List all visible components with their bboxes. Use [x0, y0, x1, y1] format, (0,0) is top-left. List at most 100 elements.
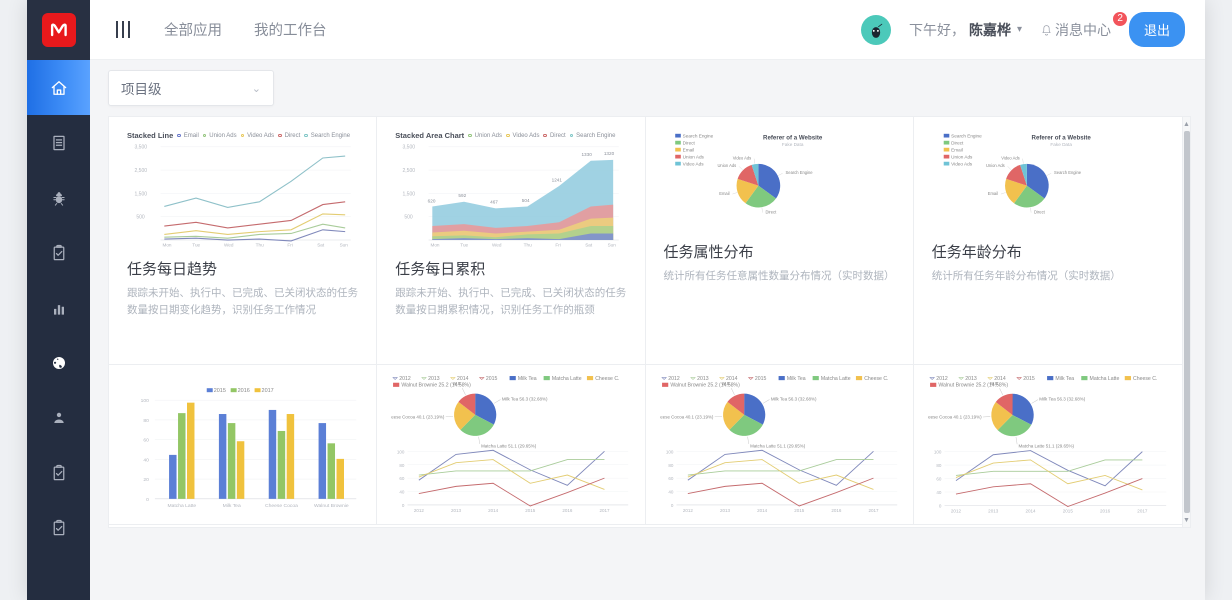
svg-text:W.B: W.B	[990, 381, 998, 386]
svg-text:Search Engine: Search Engine	[682, 134, 713, 139]
svg-text:0: 0	[670, 503, 673, 508]
svg-text:2013: 2013	[428, 376, 440, 382]
svg-text:40: 40	[936, 490, 942, 495]
svg-text:Email: Email	[719, 191, 729, 196]
svg-text:Video Ads: Video Ads	[1001, 155, 1019, 160]
svg-text:Fake Data: Fake Data	[781, 142, 803, 147]
svg-text:Matcha Latte: Matcha Latte	[552, 376, 582, 382]
svg-text:100: 100	[141, 398, 150, 404]
svg-text:2,500: 2,500	[403, 168, 416, 174]
svg-text:Search Engine: Search Engine	[785, 170, 813, 175]
svg-text:Search Engine: Search Engine	[951, 134, 982, 139]
svg-text:Tue: Tue	[192, 243, 200, 248]
svg-text:Wed: Wed	[224, 243, 234, 248]
svg-text:2016: 2016	[563, 508, 574, 513]
svg-text:1,500: 1,500	[403, 191, 416, 197]
svg-text:2015: 2015	[486, 376, 498, 382]
svg-text:1320: 1320	[604, 151, 615, 156]
svg-text:40: 40	[400, 490, 406, 495]
svg-text:W.B: W.B	[721, 381, 729, 386]
svg-text:2,500: 2,500	[134, 168, 147, 174]
svg-text:Milk Tea: Milk Tea	[518, 376, 537, 382]
svg-text:60: 60	[143, 438, 149, 444]
svg-text:2013: 2013	[697, 376, 709, 382]
svg-text:Direct: Direct	[951, 141, 964, 146]
svg-text:Cheese Cocoa 40.1 (23.19%): Cheese Cocoa 40.1 (23.19%)	[391, 415, 445, 420]
svg-text:1330: 1330	[582, 152, 593, 157]
svg-text:Sat: Sat	[317, 243, 325, 248]
svg-text:Sat: Sat	[585, 243, 593, 248]
svg-text:Mon: Mon	[162, 243, 171, 248]
svg-text:3,500: 3,500	[134, 145, 147, 151]
svg-text:Fake Data: Fake Data	[1050, 142, 1072, 147]
svg-text:Cheese C.: Cheese C.	[1133, 376, 1157, 382]
svg-text:620: 620	[428, 199, 436, 204]
svg-text:2016: 2016	[831, 508, 842, 513]
svg-text:2013: 2013	[719, 508, 730, 513]
svg-text:2012: 2012	[951, 509, 962, 514]
svg-text:2017: 2017	[1137, 509, 1148, 514]
svg-text:500: 500	[405, 215, 414, 221]
svg-text:Thu: Thu	[524, 243, 532, 248]
svg-text:Matcha Latte 51.1 (29.65%): Matcha Latte 51.1 (29.65%)	[1018, 444, 1074, 449]
svg-text:Direct: Direct	[1034, 209, 1046, 214]
svg-text:60: 60	[400, 476, 406, 481]
svg-text:Union Ads: Union Ads	[682, 155, 704, 160]
svg-text:Cheese Cocoa: Cheese Cocoa	[265, 503, 298, 509]
svg-text:Fri: Fri	[556, 243, 561, 248]
svg-text:Email: Email	[951, 148, 963, 153]
svg-text:592: 592	[459, 193, 467, 198]
svg-text:Fri: Fri	[287, 243, 292, 248]
svg-text:2016: 2016	[238, 388, 250, 394]
svg-text:Milk Tea 56.3 (32.68%): Milk Tea 56.3 (32.68%)	[502, 397, 548, 402]
svg-text:80: 80	[668, 463, 674, 468]
svg-text:2015: 2015	[1062, 509, 1073, 514]
svg-text:Video Ads: Video Ads	[732, 155, 750, 160]
svg-text:0: 0	[402, 503, 405, 508]
svg-text:2017: 2017	[600, 508, 611, 513]
svg-text:80: 80	[400, 463, 406, 468]
svg-text:Email: Email	[987, 191, 997, 196]
svg-text:Matcha Latte: Matcha Latte	[820, 376, 850, 382]
svg-text:2015: 2015	[214, 388, 226, 394]
svg-text:Milk Tea 56.3 (32.68%): Milk Tea 56.3 (32.68%)	[770, 397, 816, 402]
svg-text:Sun: Sun	[608, 243, 617, 248]
svg-text:60: 60	[936, 477, 942, 482]
svg-text:Cheese C.: Cheese C.	[595, 376, 619, 382]
svg-text:Mon: Mon	[431, 243, 440, 248]
svg-text:Matcha Latte 51.1 (29.65%): Matcha Latte 51.1 (29.65%)	[750, 443, 806, 448]
svg-text:Walnut Brownie: Walnut Brownie	[314, 503, 349, 509]
svg-text:100: 100	[934, 450, 942, 455]
svg-text:2013: 2013	[988, 509, 999, 514]
svg-text:2014: 2014	[757, 508, 768, 513]
svg-text:2013: 2013	[965, 376, 977, 382]
svg-text:Search Engine: Search Engine	[1054, 170, 1082, 175]
svg-text:1,500: 1,500	[134, 191, 147, 197]
svg-text:2012: 2012	[936, 376, 948, 382]
svg-text:Milk Tea: Milk Tea	[1055, 376, 1074, 382]
svg-text:Referer of a Website: Referer of a Website	[1031, 134, 1091, 141]
svg-text:40: 40	[668, 490, 674, 495]
svg-text:Video Ads: Video Ads	[951, 161, 973, 166]
svg-text:2015: 2015	[794, 508, 805, 513]
svg-text:60: 60	[668, 476, 674, 481]
svg-text:1241: 1241	[552, 177, 563, 182]
svg-text:100: 100	[397, 449, 405, 454]
svg-text:Union Ads: Union Ads	[986, 163, 1005, 168]
svg-text:Matcha Latte: Matcha Latte	[167, 503, 196, 509]
svg-text:Union Ads: Union Ads	[951, 155, 973, 160]
svg-text:Video Ads: Video Ads	[682, 161, 704, 166]
svg-text:Thu: Thu	[256, 243, 264, 248]
svg-text:2013: 2013	[451, 508, 462, 513]
svg-text:Cheese C.: Cheese C.	[864, 376, 888, 382]
svg-text:2014: 2014	[1025, 509, 1036, 514]
svg-text:2012: 2012	[400, 376, 412, 382]
svg-text:Milk Tea: Milk Tea	[786, 376, 805, 382]
svg-text:Wed: Wed	[492, 243, 502, 248]
svg-text:2015: 2015	[525, 508, 536, 513]
svg-text:3,500: 3,500	[403, 145, 416, 151]
svg-text:Referer of a Website: Referer of a Website	[763, 134, 823, 141]
svg-text:504: 504	[522, 198, 530, 203]
svg-text:80: 80	[936, 463, 942, 468]
svg-text:Milk Tea 56.3 (32.68%): Milk Tea 56.3 (32.68%)	[1039, 397, 1085, 402]
